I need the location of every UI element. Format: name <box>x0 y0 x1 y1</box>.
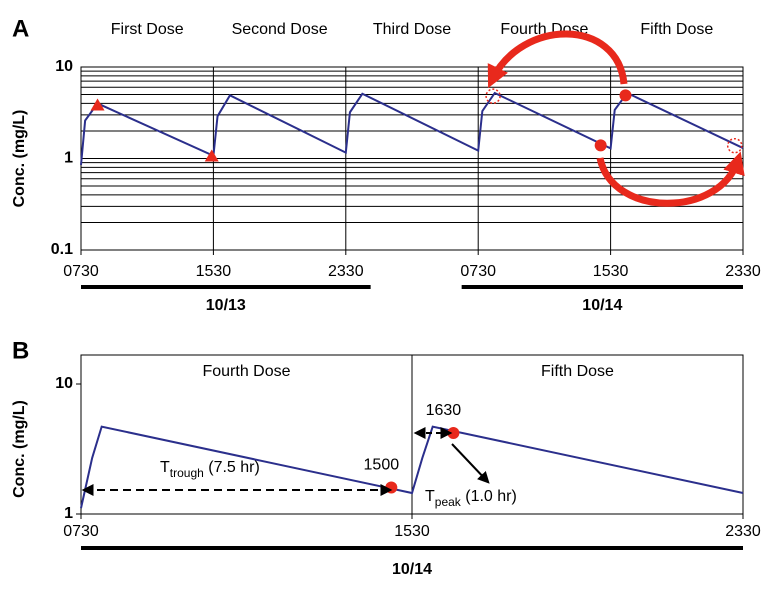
triangle-marker <box>90 98 105 111</box>
x-tick-label: 2330 <box>725 263 761 280</box>
pointer-arrow <box>451 443 490 484</box>
dose-label: Fourth Dose <box>202 363 290 380</box>
y-tick-label: 1 <box>64 505 73 522</box>
dose-label: Fifth Dose <box>640 21 713 38</box>
date-label: 10/13 <box>206 297 246 314</box>
x-tick-label: 2330 <box>725 523 761 540</box>
dashed-circle-marker <box>485 88 501 104</box>
curved-arrow <box>596 151 745 207</box>
curved-arrow <box>487 30 628 89</box>
annotation-symbol: T <box>425 488 435 505</box>
triangle-marker <box>204 149 219 162</box>
x-tick-label: 0730 <box>63 263 99 280</box>
date-label: 10/14 <box>392 561 432 578</box>
x-tick-label: 2330 <box>328 263 364 280</box>
x-tick-label: 1530 <box>394 523 430 540</box>
y-tick-label: 1 <box>64 150 73 167</box>
y-axis-label: Conc. (mg/L) <box>11 400 28 498</box>
charts: A Conc. (mg/L) 0.1 1 10 0730 1530 2330 0730 1530 2… <box>11 15 761 578</box>
x-tick-label: 0730 <box>63 523 99 540</box>
y-tick-label: 10 <box>55 58 73 75</box>
circle-marker <box>385 481 398 494</box>
concentration-line <box>80 91 744 166</box>
date-label: 10/14 <box>582 297 622 314</box>
annotation: Tpeak (1.0 hr) <box>425 488 517 509</box>
dose-label: First Dose <box>111 21 184 38</box>
x-tick-label: 1530 <box>196 263 232 280</box>
dashed-circle-marker <box>726 137 743 154</box>
annotation-symbol: T <box>160 459 170 476</box>
panel-letter: B <box>12 337 29 364</box>
x-tick-label: 0730 <box>460 263 496 280</box>
x-tick-label: 1530 <box>593 263 629 280</box>
annotation-text: (1.0 hr) <box>461 488 517 505</box>
point-label: 1500 <box>364 457 400 474</box>
annotation: Ttrough (7.5 hr) <box>160 459 260 480</box>
y-tick-label: 10 <box>55 375 73 392</box>
circle-marker <box>594 139 607 152</box>
concentration-line <box>80 425 744 509</box>
dose-label: Fifth Dose <box>541 363 614 380</box>
dose-label: Third Dose <box>373 21 451 38</box>
y-tick-label: 0.1 <box>51 241 73 258</box>
annotation-text: (7.5 hr) <box>204 459 260 476</box>
y-axis-label: Conc. (mg/L) <box>11 110 28 208</box>
dose-label: Second Dose <box>232 21 328 38</box>
annotation-subscript: peak <box>435 495 462 509</box>
panel-letter: A <box>12 15 29 42</box>
circle-marker <box>619 89 632 102</box>
annotation-subscript: trough <box>170 466 204 480</box>
point-label: 1630 <box>426 402 462 419</box>
